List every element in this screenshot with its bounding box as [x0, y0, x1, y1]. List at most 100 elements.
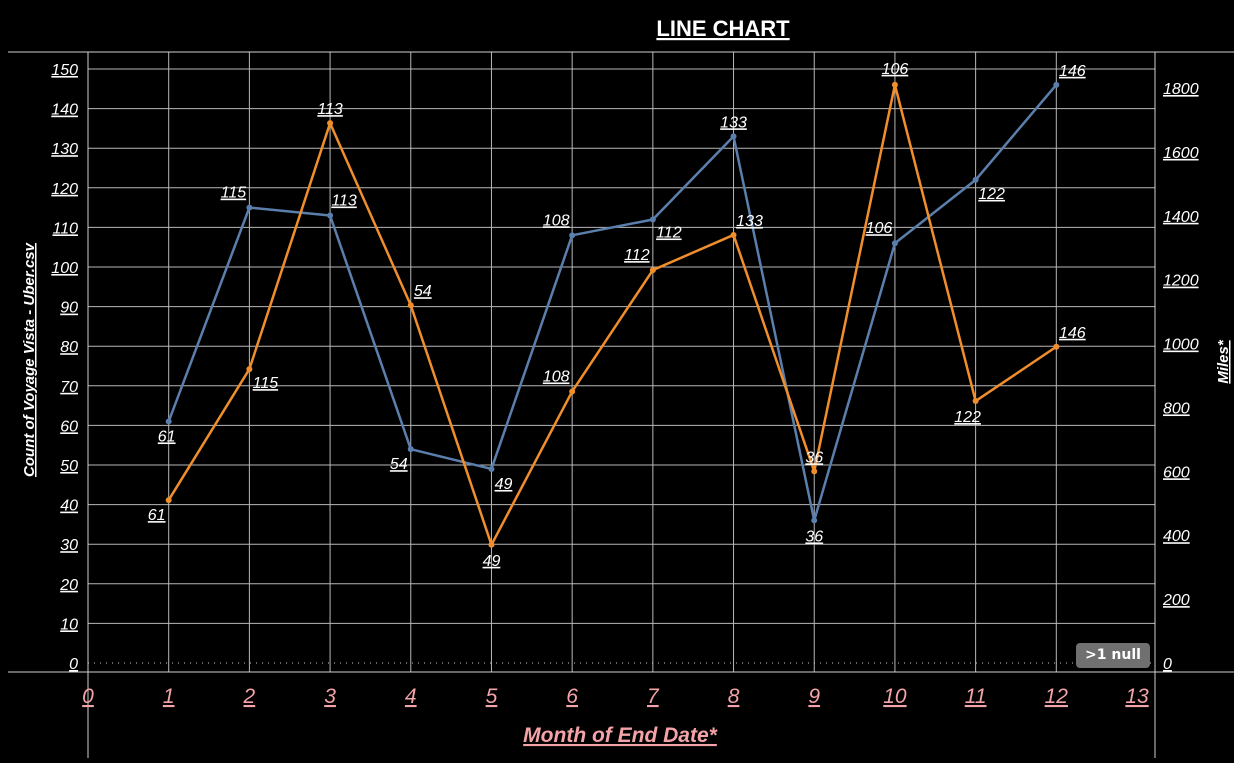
series-2-point — [569, 388, 576, 395]
right-tick-label: 600 — [1163, 464, 1190, 481]
series-2-point — [649, 267, 656, 274]
series-2-data-label: 115 — [253, 375, 279, 392]
left-tick-label: 130 — [51, 141, 78, 158]
right-tick-label: 200 — [1162, 592, 1190, 609]
series-1-point — [246, 204, 253, 211]
series-1-point — [488, 465, 495, 472]
x-tick-label: 9 — [808, 685, 820, 708]
series-2-point — [165, 497, 172, 504]
x-tick-label: 1 — [163, 685, 175, 708]
series-2-data-label: 146 — [1059, 325, 1086, 342]
left-tick-label: 40 — [60, 498, 78, 515]
series-1-data-label: 113 — [331, 193, 357, 210]
x-tick-label: 4 — [405, 685, 417, 708]
right-axis-ticks: 0 200 400 600 800 1000 1200 1400 1600 1800 — [1162, 81, 1199, 673]
series-1-data-label: 49 — [495, 476, 513, 493]
x-tick-label: 10 — [883, 685, 907, 708]
series-1-data-label: 146 — [1059, 63, 1086, 80]
right-tick-label: 1400 — [1163, 209, 1199, 226]
left-axis-ticks: 0 10 20 30 40 50 60 70 80 90 100 110 120 130 140 150 — [51, 62, 78, 673]
series-2-data-label: 122 — [954, 409, 981, 426]
series-1-point — [649, 216, 656, 223]
series-1-data-label: 106 — [866, 220, 893, 237]
left-tick-label: 90 — [60, 300, 78, 317]
series-2-data-label: 108 — [543, 368, 570, 385]
left-tick-label: 30 — [60, 537, 78, 554]
series-1-data-label: 61 — [158, 428, 176, 445]
series-2-data-label: 36 — [805, 449, 823, 466]
x-tick-label: 0 — [82, 685, 94, 708]
series-1-point — [972, 176, 979, 183]
series-1-data-label: 133 — [720, 114, 747, 131]
series-2-line — [167, 83, 1058, 547]
series-1-point — [1053, 81, 1060, 88]
left-tick-label: 140 — [51, 102, 78, 119]
series-2-data-label: 112 — [624, 247, 650, 264]
left-tick-label: 60 — [60, 418, 78, 435]
series-2-point — [246, 366, 253, 373]
chart-title: LINE CHART — [656, 16, 790, 41]
series-2-point — [811, 468, 818, 475]
left-tick-label: 70 — [60, 379, 78, 396]
x-tick-label: 5 — [486, 685, 498, 708]
series-2-point — [327, 120, 334, 127]
series-1-point — [327, 212, 334, 219]
series-2-point — [488, 541, 495, 548]
x-tick-label: 13 — [1125, 685, 1149, 708]
right-tick-label: 0 — [1163, 656, 1172, 673]
data-labels: 61 115 113 54 49 108 112 133 36 106 122 146 61 115 113… — [148, 61, 1086, 570]
left-tick-label: 10 — [60, 616, 78, 633]
x-axis-title: Month of End Date* — [523, 724, 717, 747]
series-1-data-label: 54 — [390, 456, 408, 473]
right-tick-label: 1600 — [1163, 145, 1199, 162]
series-2-data-label: 113 — [317, 101, 343, 118]
right-tick-label: 1200 — [1163, 273, 1199, 290]
left-tick-label: 0 — [69, 656, 78, 673]
left-tick-label: 50 — [60, 458, 78, 475]
series-1-data-label: 122 — [978, 186, 1005, 203]
series-2-point — [891, 81, 898, 88]
right-tick-label: 800 — [1163, 400, 1190, 417]
series-2-data-label: 106 — [882, 61, 909, 78]
left-tick-label: 100 — [51, 260, 78, 277]
series-1-point — [569, 232, 576, 239]
series-2-point — [407, 302, 414, 309]
x-tick-label: 11 — [965, 685, 987, 708]
left-tick-label: 110 — [52, 220, 78, 237]
right-tick-label: 1800 — [1163, 81, 1199, 98]
series-1-data-label: 36 — [805, 528, 823, 545]
series-1-line — [167, 84, 1058, 522]
series-2-point — [730, 231, 737, 238]
left-tick-label: 150 — [51, 62, 78, 79]
series-1-data-label: 108 — [543, 212, 570, 229]
right-axis-title: Miles* — [1215, 339, 1232, 384]
series-2-point — [972, 398, 979, 405]
x-tick-label: 12 — [1045, 685, 1069, 708]
x-axis-ticks: 0 1 2 3 4 5 6 7 8 9 10 11 12 13 — [82, 685, 1149, 708]
series-1-point — [730, 133, 737, 140]
x-tick-label: 2 — [243, 685, 256, 708]
x-tick-label: 7 — [647, 685, 660, 708]
x-tick-label: 3 — [324, 685, 336, 708]
series-2-data-label: 54 — [414, 283, 432, 300]
series-1-data-label: 115 — [221, 185, 247, 202]
right-tick-label: 400 — [1163, 528, 1190, 545]
chart-frame — [8, 51, 1234, 758]
series-2-data-label: 61 — [148, 507, 166, 524]
left-axis-title: Count of Voyage Vista - Uber.csv — [21, 241, 38, 477]
series-lines — [165, 81, 1060, 548]
series-2-data-label: 49 — [483, 553, 501, 570]
x-tick-label: 6 — [566, 685, 578, 708]
left-tick-label: 80 — [60, 339, 78, 356]
grid — [88, 52, 1155, 672]
series-1-point — [811, 517, 818, 524]
right-tick-label: 1000 — [1163, 337, 1199, 354]
series-1-point — [165, 418, 172, 425]
series-2-data-label: 133 — [736, 213, 763, 230]
series-1-point — [891, 240, 898, 247]
left-tick-label: 20 — [59, 577, 78, 594]
x-tick-label: 8 — [728, 685, 740, 708]
series-1-data-label: 112 — [656, 224, 682, 241]
null-values-badge[interactable]: >1 null — [1076, 643, 1150, 668]
